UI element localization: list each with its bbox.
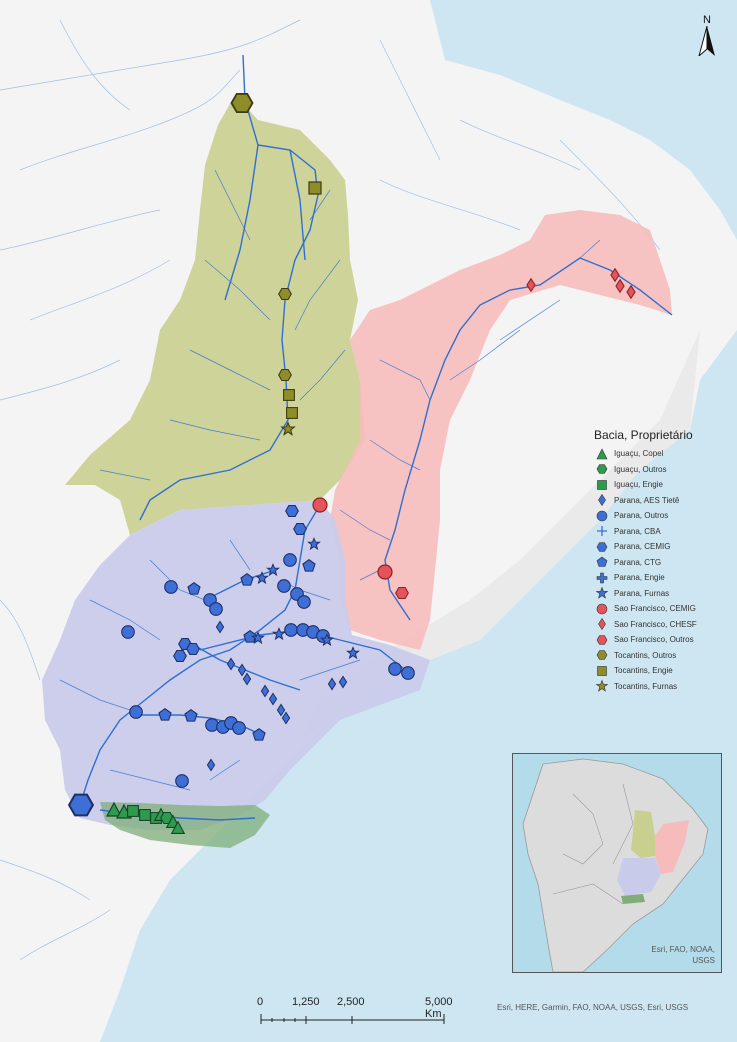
hexagon-icon [596,542,608,552]
legend-item-label: Iguaçu, Engie [614,480,663,490]
diamond-icon [598,618,606,631]
legend-item-label: Parana, CEMIG [614,542,671,552]
north-arrow-icon [698,25,715,58]
legend-item-label: Parana, CBA [614,526,661,536]
legend-item-label: Sao Francisco, CEMIG [614,604,696,614]
tocantins-basin [65,95,365,535]
legend-item-label: Sao Francisco, CHESF [614,619,697,629]
scale-label-2500: 2,500 [337,996,365,1008]
legend-item: Parana, CEMIG [594,539,734,555]
circle-icon [596,510,608,522]
legend-item: Sao Francisco, CHESF [594,617,734,633]
legend-item-label: Tocantins, Engie [614,666,673,676]
legend-title: Bacia, Proprietário [594,428,693,442]
hexagon-icon [596,650,608,660]
map-legend: Bacia, Proprietário Iguaçu, Copel Iguaçu,… [594,428,734,694]
legend-item-label: Iguaçu, Outros [614,464,667,474]
scale-bar: 0 1,250 2,500 5,000 Km [255,996,455,1036]
legend-item-label: Parana, Furnas [614,588,670,598]
inset-borders [552,783,634,905]
legend-item-label: Sao Francisco, Outros [614,635,694,645]
scale-label-5000: 5,000 Km [425,996,453,1020]
inset-iguacu [621,894,645,904]
cross-icon [597,526,607,537]
legend-item-label: Parana, AES Tietê [614,495,680,505]
circle-icon [596,603,608,615]
legend-item: Parana, CTG [594,555,734,571]
legend-item: Tocantins, Engie [594,663,734,679]
legend-item-label: Tocantins, Outros [614,650,677,660]
legend-item: Iguaçu, Engie [594,477,734,493]
triangle-icon [596,448,608,460]
parana-basin [42,500,430,830]
hexagon-icon [596,464,608,474]
legend-item: Parana, Engie [594,570,734,586]
inset-tocantins [631,810,655,858]
legend-item: Parana, CBA [594,524,734,540]
diamond-icon [598,494,606,507]
inset-sao-francisco [655,820,689,874]
background-rivers [0,19,661,961]
inset-map-graphic [522,758,709,972]
north-label: N [703,14,711,26]
tributary-rivers [59,169,601,791]
legend-item: Sao Francisco, Outros [594,632,734,648]
scale-label-1250: 1,250 [292,996,320,1008]
inset-attribution: Esri, FAO, NOAA, USGS [651,945,715,965]
legend-item: Parana, AES Tietê [594,493,734,509]
legend-item-label: Parana, Engie [614,573,665,583]
inset-map: Esri, FAO, NOAA, USGS [512,753,722,973]
pentagon-icon [596,556,608,568]
inset-land [522,758,709,972]
hexagon-icon [596,635,608,645]
legend-item: Iguaçu, Copel [594,446,734,462]
sao-francisco-basin [330,210,672,650]
legend-item: Sao Francisco, CEMIG [594,601,734,617]
legend-item: Iguaçu, Outros [594,462,734,478]
map-attribution: Esri, HERE, Garmin, FAO, NOAA, USGS, Esr… [497,1003,689,1012]
legend-item-label: Parana, CTG [614,557,662,567]
inset-parana [617,858,661,896]
plus-icon [596,572,608,584]
square-icon [597,479,607,490]
legend-item: Tocantins, Furnas [594,679,734,695]
scale-bar-graphic [260,1014,445,1024]
scale-label-0: 0 [257,996,264,1008]
legend-item-label: Parana, Outros [614,511,669,521]
legend-item: Tocantins, Outros [594,648,734,664]
north-arrow: N [694,14,720,61]
legend-item-label: Iguaçu, Copel [614,449,664,459]
legend-item: Parana, Outros [594,508,734,524]
legend-item: Parana, Furnas [594,586,734,602]
star-icon [595,586,609,599]
star-icon [595,679,609,692]
square-icon [597,665,607,676]
legend-item-label: Tocantins, Furnas [614,681,678,691]
